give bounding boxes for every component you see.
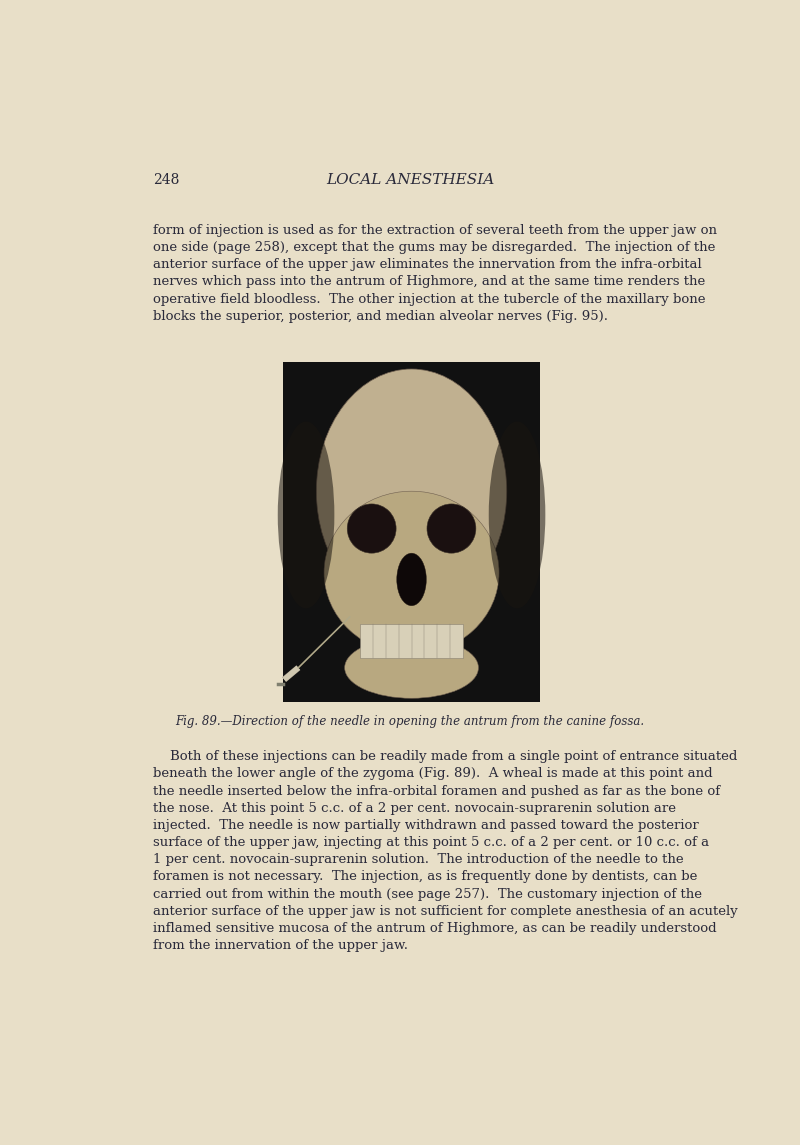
- Text: the nose.  At this point 5 c.c. of a 2 per cent. novocain-suprarenin solution ar: the nose. At this point 5 c.c. of a 2 pe…: [153, 802, 676, 815]
- Ellipse shape: [278, 421, 334, 608]
- Text: beneath the lower angle of the zygoma (Fig. 89).  A wheal is made at this point : beneath the lower angle of the zygoma (F…: [153, 767, 712, 781]
- Text: LOCAL ANESTHESIA: LOCAL ANESTHESIA: [326, 173, 494, 187]
- Ellipse shape: [489, 421, 546, 608]
- Ellipse shape: [316, 369, 506, 614]
- Ellipse shape: [324, 491, 499, 654]
- Text: Fig. 89.—Direction of the needle in opening the antrum from the canine fossa.: Fig. 89.—Direction of the needle in open…: [175, 714, 645, 728]
- Text: surface of the upper jaw, injecting at this point 5 c.c. of a 2 per cent. or 10 : surface of the upper jaw, injecting at t…: [153, 836, 709, 850]
- Text: anterior surface of the upper jaw eliminates the innervation from the infra-orbi: anterior surface of the upper jaw elimin…: [153, 258, 702, 271]
- Text: from the innervation of the upper jaw.: from the innervation of the upper jaw.: [153, 939, 408, 953]
- Text: one side (page 258), except that the gums may be disregarded.  The injection of : one side (page 258), except that the gum…: [153, 240, 715, 254]
- Text: form of injection is used as for the extraction of several teeth from the upper : form of injection is used as for the ext…: [153, 223, 717, 237]
- Ellipse shape: [427, 504, 476, 553]
- Ellipse shape: [397, 553, 426, 606]
- Text: nerves which pass into the antrum of Highmore, and at the same time renders the: nerves which pass into the antrum of Hig…: [153, 276, 705, 289]
- Bar: [283, 362, 540, 702]
- Text: injected.  The needle is now partially withdrawn and passed toward the posterior: injected. The needle is now partially wi…: [153, 819, 698, 832]
- Text: 1 per cent. novocain-suprarenin solution.  The introduction of the needle to the: 1 per cent. novocain-suprarenin solution…: [153, 853, 683, 867]
- Text: blocks the superior, posterior, and median alveolar nerves (Fig. 95).: blocks the superior, posterior, and medi…: [153, 310, 608, 323]
- Text: anterior surface of the upper jaw is not sufficient for complete anesthesia of a: anterior surface of the upper jaw is not…: [153, 905, 738, 918]
- Text: inflamed sensitive mucosa of the antrum of Highmore, as can be readily understoo: inflamed sensitive mucosa of the antrum …: [153, 922, 716, 935]
- Ellipse shape: [345, 637, 478, 698]
- Text: carried out from within the mouth (see page 257).  The customary injection of th: carried out from within the mouth (see p…: [153, 887, 702, 901]
- Ellipse shape: [347, 504, 396, 553]
- Text: operative field bloodless.  The other injection at the tubercle of the maxillary: operative field bloodless. The other inj…: [153, 293, 706, 306]
- Text: 248: 248: [153, 173, 179, 187]
- Text: the needle inserted below the infra-orbital foramen and pushed as far as the bon: the needle inserted below the infra-orbi…: [153, 784, 720, 798]
- Text: foramen is not necessary.  The injection, as is frequently done by dentists, can: foramen is not necessary. The injection,…: [153, 870, 697, 884]
- Text: Both of these injections can be readily made from a single point of entrance sit: Both of these injections can be readily …: [153, 750, 737, 764]
- Bar: [360, 624, 463, 657]
